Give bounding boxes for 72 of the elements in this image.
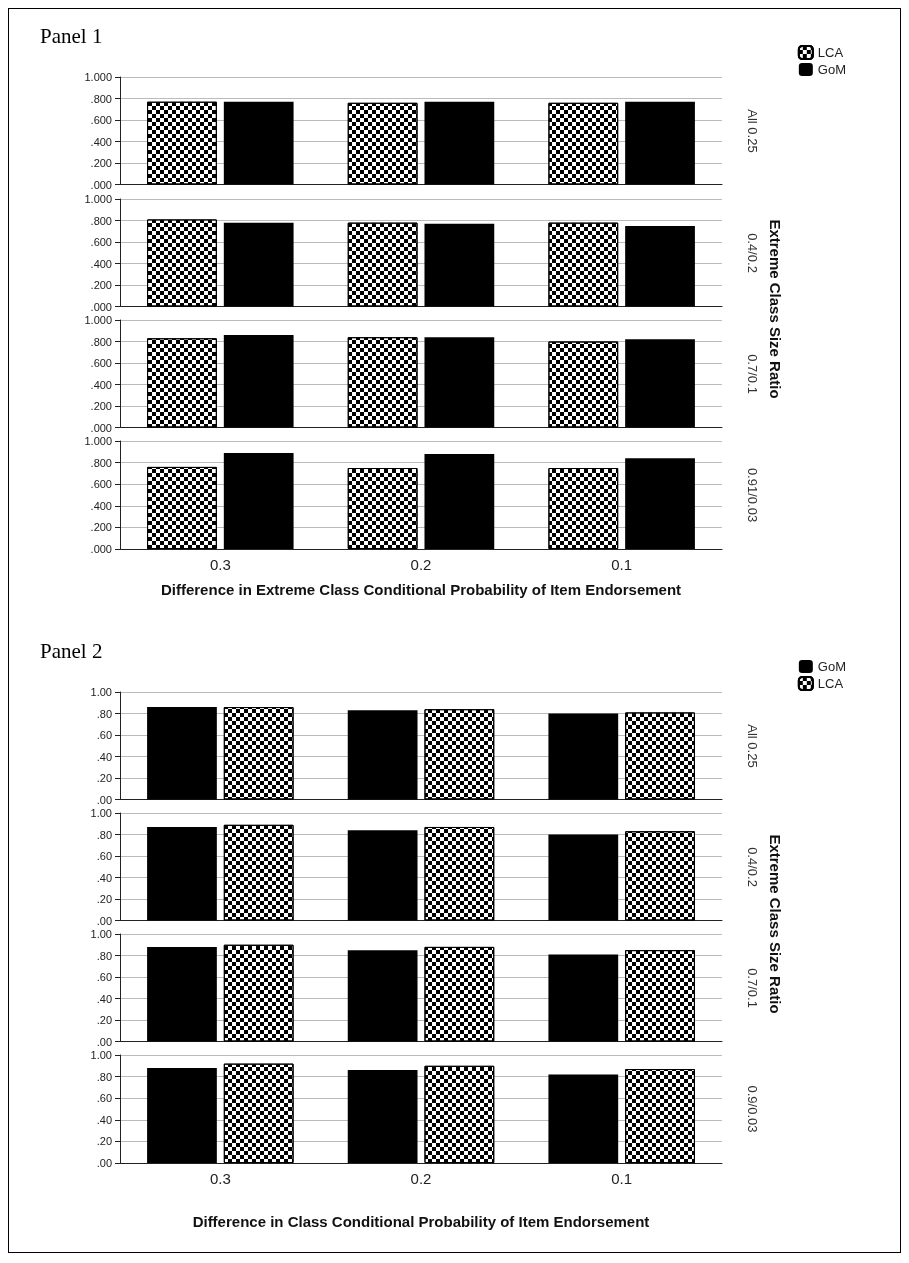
y-tick-label: 1.00 xyxy=(90,686,112,698)
y-tick-label: 1.00 xyxy=(90,928,112,940)
y-tick-label: .200 xyxy=(90,521,112,534)
y-tick-label: 1.000 xyxy=(84,193,112,205)
chart-title: Panel 2 xyxy=(40,639,103,664)
y-tick-label: .40 xyxy=(96,750,112,763)
y-tick-label: 1.00 xyxy=(90,807,112,819)
y-tick-label: .200 xyxy=(90,279,112,291)
y-tick-label: .80 xyxy=(96,949,112,962)
y-tick-label: .40 xyxy=(96,871,112,884)
x-tick-label: 0.3 xyxy=(209,1170,231,1187)
y2-axis-title: 0.7/0.1 xyxy=(744,968,760,1008)
x-tick-label: 0.2 xyxy=(410,1170,432,1187)
y-tick-label: .800 xyxy=(90,335,112,348)
y-tick-label: .40 xyxy=(96,1113,112,1126)
y-tick-label: .000 xyxy=(90,178,112,191)
y-tick-label: .00 xyxy=(96,914,112,927)
y-tick-label: .80 xyxy=(96,707,112,720)
y-tick-label: .40 xyxy=(96,992,112,1005)
legend-label: LCA xyxy=(817,676,844,691)
y-tick-label: .600 xyxy=(90,357,112,369)
y2-axis-title: 0.9/0.03 xyxy=(744,1085,760,1133)
text: Extreme Class Size Ratio xyxy=(766,219,784,399)
y-tick-label: .00 xyxy=(96,1035,112,1048)
y2-axis-title: All 0.25 xyxy=(744,724,760,768)
y-tick-label: .000 xyxy=(90,300,112,313)
y-tick-label: .600 xyxy=(90,114,112,126)
y-tick-label: .20 xyxy=(96,1014,112,1026)
x-tick-label: 0.1 xyxy=(611,1170,633,1187)
y-tick-label: 1.00 xyxy=(90,1049,112,1061)
chart-title: Panel 1 xyxy=(40,24,103,49)
y-tick-label: .80 xyxy=(96,828,112,841)
y-tick-label: .20 xyxy=(96,893,112,905)
y2-axis-title: 0.4/0.2 xyxy=(744,847,760,887)
y-tick-label: .60 xyxy=(96,1092,112,1105)
y-tick-label: .20 xyxy=(96,1135,112,1148)
y2-axis-title: 0.7/0.1 xyxy=(744,354,760,394)
y-tick-label: 1.000 xyxy=(84,314,112,326)
y-tick-label: .800 xyxy=(90,214,112,227)
legend-label: LCA xyxy=(817,45,844,60)
x-tick-label: 0.3 xyxy=(209,556,231,573)
y-tick-label: .20 xyxy=(96,772,112,784)
y2-axis-title: 0.91/0.03 xyxy=(744,467,760,523)
y-tick-label: .60 xyxy=(96,729,112,741)
y-tick-label: .200 xyxy=(90,157,112,169)
y-tick-label: .400 xyxy=(90,499,112,512)
y-tick-label: .000 xyxy=(90,421,112,434)
y-tick-label: 1.000 xyxy=(84,435,112,447)
y-tick-label: .400 xyxy=(90,257,112,270)
y-tick-label: .60 xyxy=(96,850,112,862)
y-tick-label: .400 xyxy=(90,378,112,391)
y-tick-label: .200 xyxy=(90,400,112,412)
y-tick-label: .600 xyxy=(90,478,112,491)
legend-label: GoM xyxy=(817,659,846,674)
x-tick-label: 0.1 xyxy=(611,556,633,573)
y-tick-label: .000 xyxy=(90,543,112,555)
y-tick-label: .80 xyxy=(96,1070,112,1083)
y2-axis-title: All 0.25 xyxy=(744,109,760,153)
text: Extreme Class Size Ratio xyxy=(766,834,784,1014)
legend-label: GoM xyxy=(817,62,846,77)
x-axis-title: Difference in Class Conditional Probability of Item Endorsement xyxy=(192,1212,650,1230)
y-tick-label: .800 xyxy=(90,456,112,469)
y-tick-label: .00 xyxy=(96,1157,112,1169)
y-tick-label: .60 xyxy=(96,971,112,983)
x-tick-label: 0.2 xyxy=(410,556,432,573)
y-tick-label: .600 xyxy=(90,236,112,248)
y2-axis-title: 0.4/0.2 xyxy=(744,233,760,273)
y-tick-label: .800 xyxy=(90,92,112,105)
y-tick-label: 1.000 xyxy=(84,71,112,83)
y-tick-label: .00 xyxy=(96,793,112,806)
y-tick-label: .400 xyxy=(90,135,112,148)
x-axis-title: Difference in Extreme Class Conditional Probability of Item Endorsement xyxy=(160,580,682,598)
